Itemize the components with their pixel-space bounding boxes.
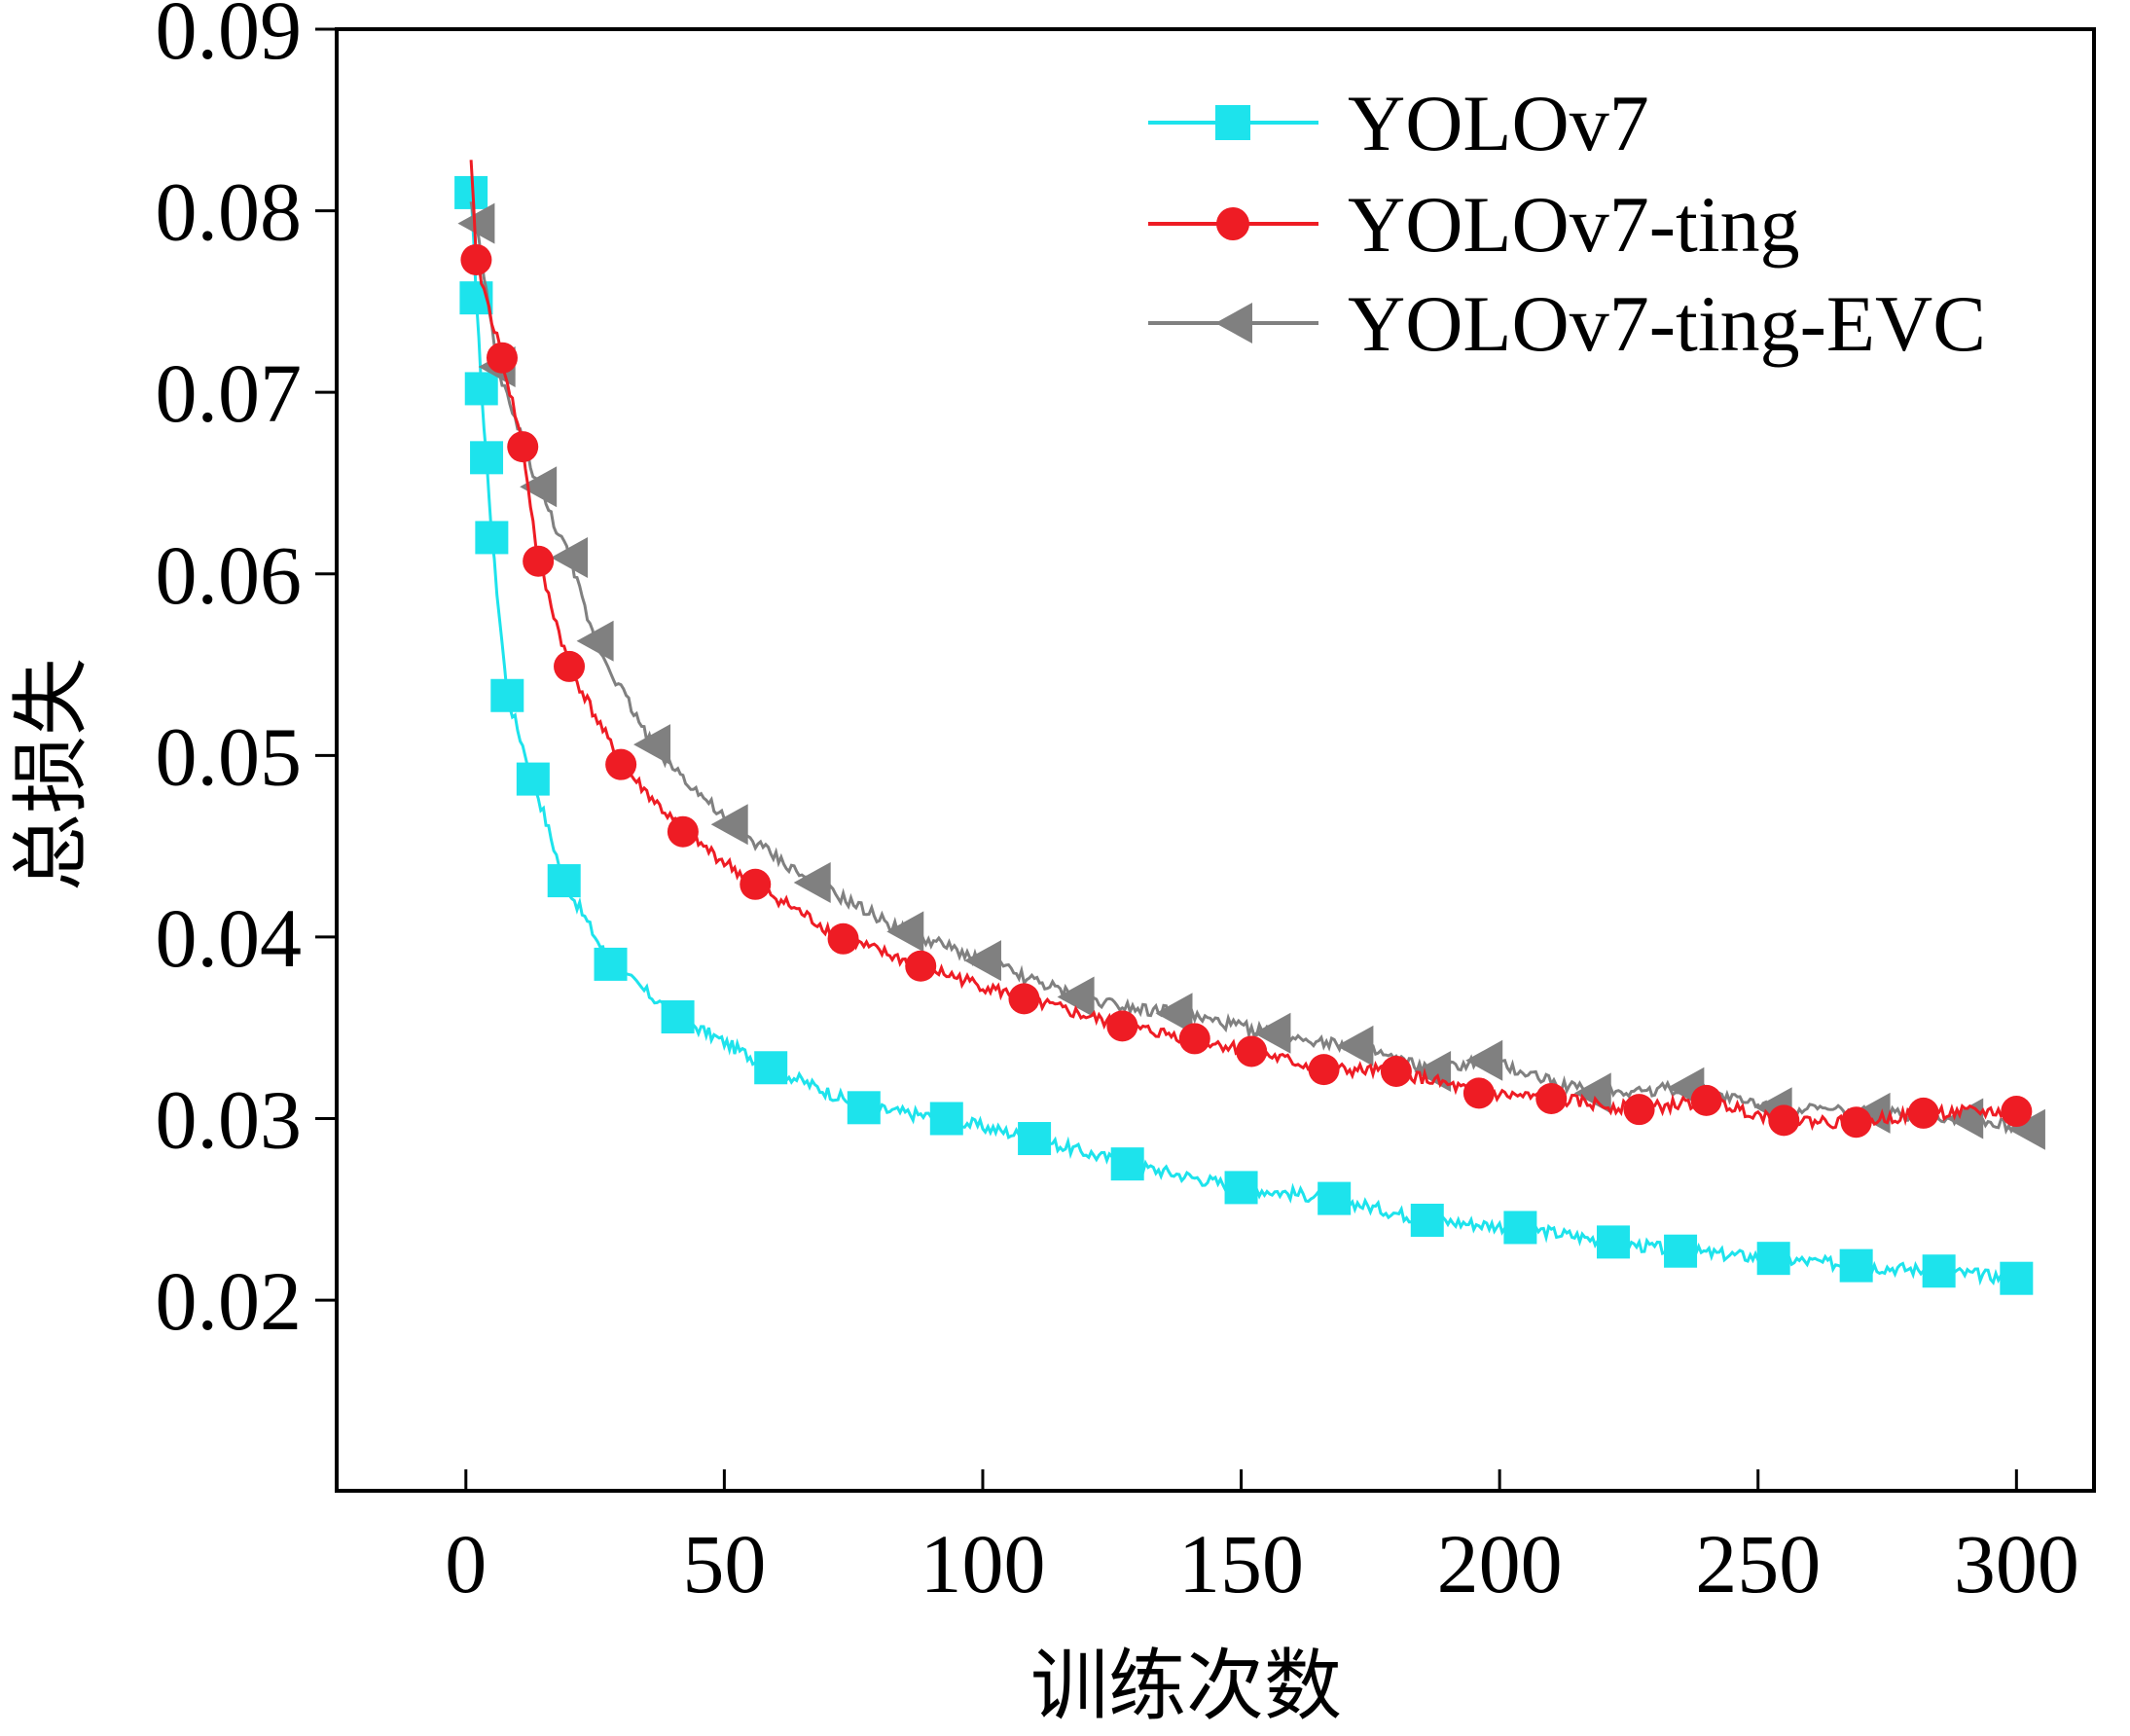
data-point-yolov7-ting-evc — [963, 940, 1001, 982]
y-axis-title: 总损失 — [6, 658, 96, 891]
data-point-yolov7-ting-evc — [710, 804, 748, 846]
data-point-yolov7 — [490, 678, 524, 712]
data-point-yolov7-ting-evc — [576, 620, 614, 662]
data-point-yolov7-ting — [1178, 1023, 1210, 1055]
data-point-yolov7-ting-evc — [457, 202, 495, 244]
series-yolov7 — [454, 175, 2034, 1295]
data-point-yolov7 — [1503, 1211, 1537, 1245]
data-point-yolov7 — [547, 864, 581, 898]
y-tick-label: 0.04 — [156, 891, 303, 985]
data-point-yolov7-ting — [554, 650, 586, 682]
x-tick-label: 150 — [1178, 1517, 1304, 1610]
legend-label-yolov7-ting: YOLOv7-ting — [1348, 180, 1800, 269]
data-point-yolov7-ting-evc — [633, 724, 671, 766]
data-point-yolov7 — [1018, 1122, 1052, 1156]
data-point-yolov7 — [661, 1000, 695, 1034]
axes: 0 50 100 150 200 250 300 0.02 0.03 0.04 0.05 0.06 0.… — [156, 0, 2096, 1610]
legend-item-yolov7: YOLOv7 — [1148, 79, 1649, 167]
data-point-yolov7-ting — [486, 342, 518, 374]
data-point-yolov7-ting-evc — [793, 861, 831, 903]
data-point-yolov7-ting-evc — [551, 536, 589, 578]
data-point-yolov7-ting-evc — [886, 911, 924, 953]
x-tick-label: 300 — [1954, 1517, 2079, 1610]
data-point-yolov7 — [754, 1051, 788, 1085]
legend-item-yolov7-ting-evc: YOLOv7-ting-EVC — [1148, 279, 1986, 368]
legend-marker-yolov7-ting — [1216, 207, 1249, 240]
data-point-yolov7 — [1224, 1171, 1258, 1205]
data-point-yolov7 — [475, 521, 509, 555]
data-point-yolov7-ting — [1462, 1077, 1495, 1109]
data-point-yolov7 — [1756, 1242, 1790, 1276]
legend-marker-yolov7 — [1215, 105, 1250, 140]
data-point-yolov7-ting — [1768, 1104, 1800, 1137]
data-point-yolov7 — [516, 762, 550, 796]
series-yolov7-ting — [460, 160, 2033, 1139]
y-tick-label: 0.05 — [156, 709, 303, 803]
data-point-yolov7-ting — [1308, 1054, 1340, 1086]
data-point-yolov7-ting-evc — [1465, 1039, 1503, 1081]
data-point-yolov7-ting — [1535, 1082, 1568, 1114]
legend-item-yolov7-ting: YOLOv7-ting — [1148, 180, 1800, 269]
legend-label-yolov7: YOLOv7 — [1348, 79, 1649, 167]
data-point-yolov7 — [1318, 1181, 1352, 1215]
y-tick-label: 0.07 — [156, 346, 303, 440]
data-point-yolov7-ting — [1690, 1084, 1722, 1116]
data-point-yolov7-ting — [667, 815, 699, 848]
data-point-yolov7-ting-evc — [1155, 993, 1193, 1034]
plot-area — [454, 160, 2045, 1295]
y-tick-label: 0.03 — [156, 1073, 303, 1167]
data-point-yolov7-ting-evc — [1336, 1025, 1374, 1067]
data-point-yolov7-ting — [1106, 1010, 1138, 1042]
x-tick-label: 50 — [682, 1517, 766, 1610]
data-point-yolov7-ting-evc — [1573, 1072, 1611, 1114]
data-point-yolov7 — [470, 441, 504, 475]
plot-frame — [335, 27, 2096, 1493]
data-point-yolov7-ting-evc — [2007, 1108, 2045, 1150]
x-tick-label: 100 — [920, 1517, 1045, 1610]
data-point-yolov7 — [1839, 1248, 1873, 1283]
data-point-yolov7 — [464, 372, 498, 406]
x-tick-label: 250 — [1695, 1517, 1821, 1610]
data-point-yolov7-ting — [523, 545, 555, 577]
y-tick-label: 0.08 — [156, 165, 303, 259]
data-point-yolov7 — [1922, 1254, 1956, 1288]
legend: YOLOv7 YOLOv7-ting YOLOv7-ting-EVC — [1148, 79, 1986, 368]
data-point-yolov7 — [847, 1091, 881, 1125]
data-point-yolov7-ting — [740, 868, 772, 900]
data-point-yolov7 — [1664, 1234, 1698, 1268]
data-point-yolov7-ting — [460, 243, 492, 275]
y-tick-label: 0.06 — [156, 528, 303, 622]
x-tick-label: 0 — [445, 1517, 487, 1610]
legend-label-yolov7-ting-evc: YOLOv7-ting-EVC — [1348, 279, 1986, 368]
data-point-yolov7-ting-evc — [1253, 1012, 1291, 1054]
x-axis-title: 训练次数 — [1030, 1641, 1342, 1731]
data-point-yolov7 — [1410, 1203, 1444, 1237]
data-point-yolov7-ting — [1380, 1055, 1412, 1087]
y-tick-label: 0.09 — [156, 0, 303, 77]
data-point-yolov7-ting — [827, 922, 859, 955]
data-point-yolov7-ting — [905, 950, 937, 982]
data-point-yolov7-ting — [1008, 983, 1040, 1015]
data-point-yolov7-ting-evc — [1853, 1092, 1891, 1134]
y-tick-label: 0.02 — [156, 1254, 303, 1348]
data-point-yolov7-ting-evc — [520, 466, 558, 508]
legend-marker-yolov7-ting-evc — [1215, 303, 1252, 344]
data-point-yolov7 — [594, 947, 628, 981]
data-point-yolov7 — [1110, 1147, 1144, 1181]
data-point-yolov7-ting-evc — [1057, 976, 1095, 1018]
data-point-yolov7-ting — [1840, 1106, 1872, 1139]
x-tick-label: 200 — [1437, 1517, 1563, 1610]
data-point-yolov7-ting — [2001, 1096, 2033, 1128]
data-point-yolov7 — [929, 1102, 963, 1136]
data-point-yolov7-ting — [1907, 1097, 1939, 1129]
data-point-yolov7-ting — [1623, 1094, 1655, 1126]
data-point-yolov7 — [1597, 1225, 1631, 1259]
data-point-yolov7-ting — [605, 748, 637, 780]
data-point-yolov7-ting — [507, 431, 539, 463]
data-point-yolov7-ting — [1236, 1035, 1268, 1067]
data-point-yolov7 — [2000, 1261, 2034, 1295]
